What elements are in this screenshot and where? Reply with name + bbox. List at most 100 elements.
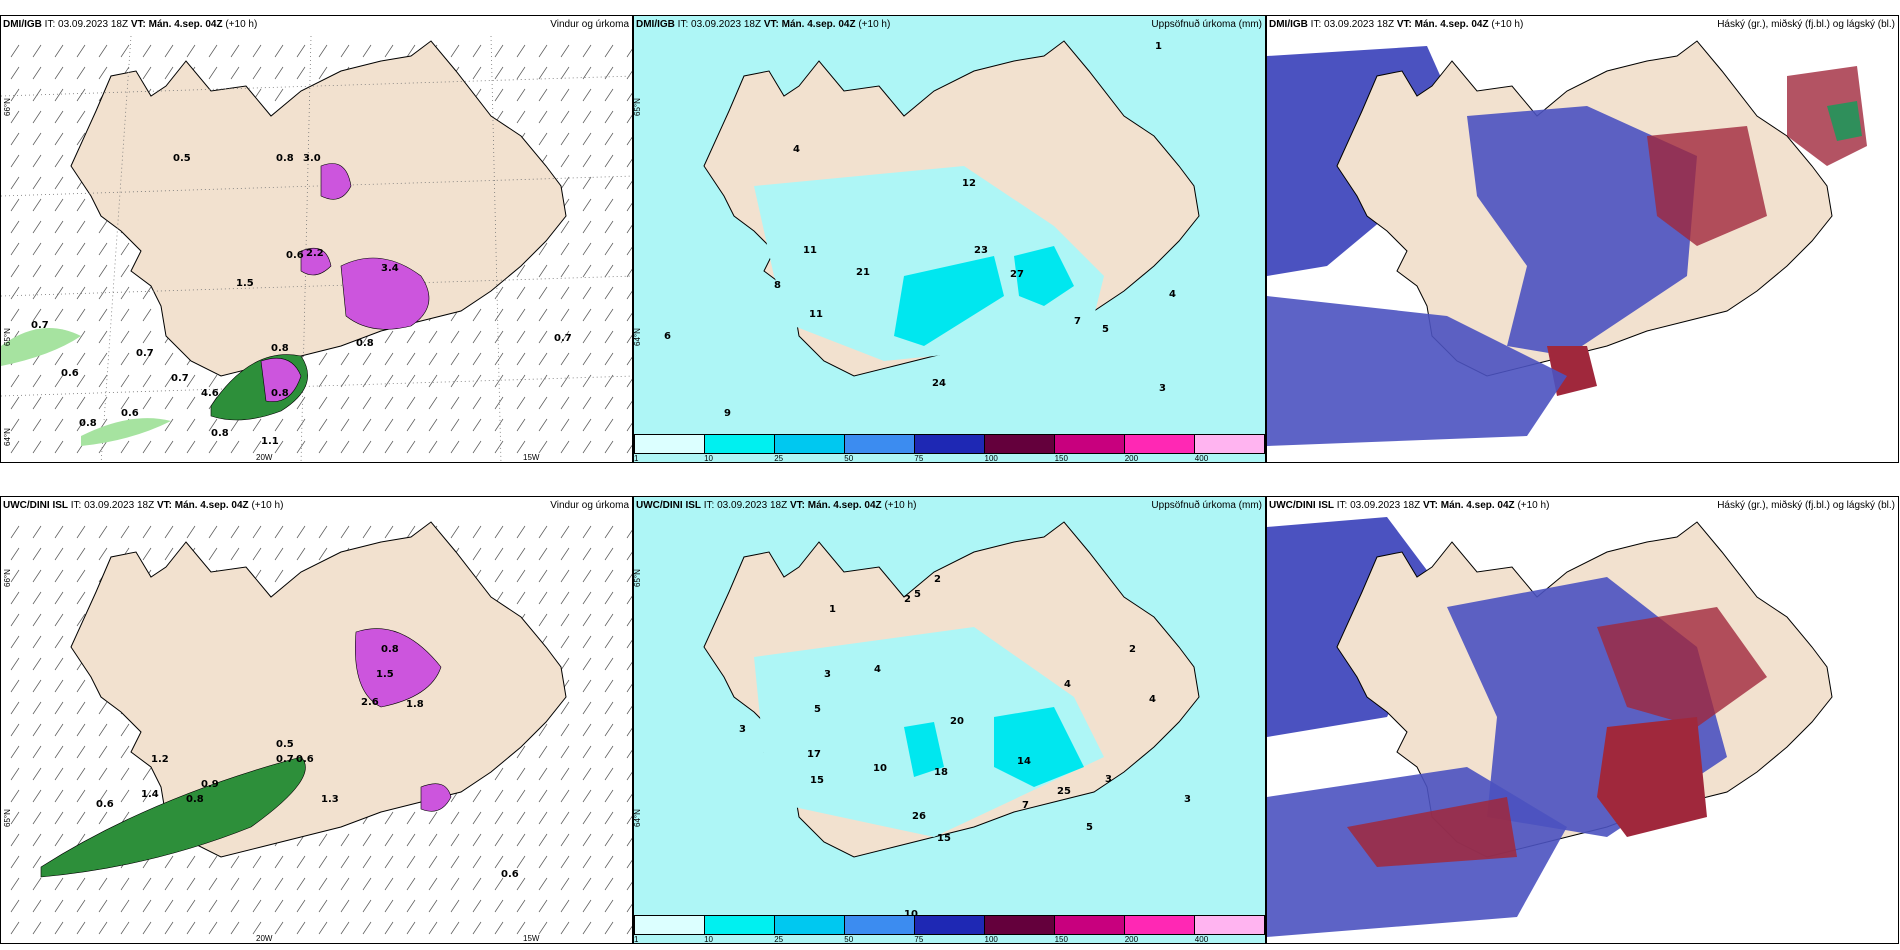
wind-barb bbox=[32, 811, 42, 825]
lat-label: 65°N bbox=[3, 328, 12, 346]
wind-barb bbox=[76, 921, 86, 935]
wind-barb bbox=[10, 132, 20, 146]
wind-barb bbox=[450, 525, 460, 539]
wind-barb bbox=[560, 811, 570, 825]
precip-value-label: 2.2 bbox=[306, 248, 324, 259]
precip-area bbox=[260, 357, 302, 403]
wind-barb bbox=[142, 66, 152, 80]
precip-value-label: 3.0 bbox=[303, 153, 321, 164]
wind-barb bbox=[604, 286, 614, 300]
panel-wind-precip-uwc: UWC/DINI ISL IT: 03.09.2023 18Z VT: Mán.… bbox=[0, 496, 633, 944]
wind-barb bbox=[296, 855, 306, 869]
wind-barb bbox=[32, 242, 42, 256]
wind-barb bbox=[560, 418, 570, 432]
wind-barb bbox=[626, 815, 632, 825]
wind-barb bbox=[538, 921, 548, 935]
wind-barb bbox=[252, 547, 262, 561]
wind-barb bbox=[76, 88, 86, 102]
wind-barb bbox=[98, 899, 108, 913]
accum-precip-map: 221435320171510182615142557107424335 bbox=[634, 497, 1265, 943]
wind-barb bbox=[626, 727, 632, 737]
wind-barb bbox=[318, 921, 328, 935]
wind-barb bbox=[604, 855, 614, 869]
wind-barb bbox=[274, 547, 284, 561]
precip-value-label: 0.6 bbox=[61, 368, 79, 379]
wind-barb bbox=[98, 789, 108, 803]
wind-barb bbox=[494, 569, 504, 583]
precip-value-label: 5 bbox=[914, 589, 921, 600]
wind-barb bbox=[32, 679, 42, 693]
precip-value-label: 1.8 bbox=[406, 699, 424, 710]
precip-value-label: 4.6 bbox=[201, 388, 219, 399]
wind-barb bbox=[626, 92, 632, 102]
precip-value-label: 0.8 bbox=[271, 343, 289, 354]
wind-barb bbox=[560, 877, 570, 891]
wind-barb bbox=[582, 132, 592, 146]
precip-value-label: 3 bbox=[1105, 774, 1112, 785]
wind-barb bbox=[32, 308, 42, 322]
wind-barb bbox=[472, 330, 482, 344]
wind-barb bbox=[10, 635, 20, 649]
wind-barb bbox=[582, 789, 592, 803]
wind-barb bbox=[582, 154, 592, 168]
wind-barb bbox=[582, 569, 592, 583]
precip-area bbox=[340, 257, 430, 330]
wind-barb bbox=[32, 396, 42, 410]
precip-value-label: 0.5 bbox=[173, 153, 191, 164]
wind-barb bbox=[626, 617, 632, 627]
colorbar-swatch bbox=[635, 435, 705, 453]
wind-barb bbox=[76, 198, 86, 212]
precip-area bbox=[420, 783, 452, 812]
wind-barb bbox=[582, 855, 592, 869]
wind-barb bbox=[428, 811, 438, 825]
wind-barb bbox=[252, 66, 262, 80]
wind-barb bbox=[472, 833, 482, 847]
wind-barb bbox=[384, 374, 394, 388]
wind-barb bbox=[252, 525, 262, 539]
wind-barb bbox=[230, 440, 240, 454]
wind-barb bbox=[604, 66, 614, 80]
wind-barb bbox=[164, 547, 174, 561]
wind-barb bbox=[10, 286, 20, 300]
wind-barb bbox=[54, 396, 64, 410]
wind-barb bbox=[98, 264, 108, 278]
wind-barb bbox=[626, 903, 632, 913]
precip-value-label: 3 bbox=[824, 669, 831, 680]
wind-barb bbox=[32, 745, 42, 759]
wind-barb bbox=[164, 921, 174, 935]
wind-barb bbox=[10, 308, 20, 322]
precip-value-label: 0.8 bbox=[276, 153, 294, 164]
wind-barb bbox=[142, 352, 152, 366]
wind-barb bbox=[384, 352, 394, 366]
precip-value-label: 0.7 bbox=[31, 320, 49, 331]
wind-barb bbox=[208, 66, 218, 80]
colorbar-tick-label: 75 bbox=[914, 935, 924, 944]
wind-barb bbox=[252, 877, 262, 891]
wind-barb bbox=[54, 286, 64, 300]
wind-barb bbox=[32, 154, 42, 168]
wind-barb bbox=[626, 334, 632, 344]
graticule-line bbox=[490, 35, 502, 462]
wind-barb bbox=[340, 921, 350, 935]
wind-barb bbox=[560, 569, 570, 583]
wind-barb bbox=[32, 176, 42, 190]
wind-barb bbox=[54, 679, 64, 693]
wind-barb bbox=[142, 877, 152, 891]
lon-label: 20W bbox=[256, 934, 273, 943]
wind-barb bbox=[54, 132, 64, 146]
wind-barb bbox=[252, 921, 262, 935]
precip-value-label: 12 bbox=[962, 178, 976, 189]
colorbar-swatch bbox=[775, 916, 845, 934]
colorbar-swatch bbox=[1125, 916, 1195, 934]
wind-barb bbox=[538, 440, 548, 454]
wind-barb bbox=[450, 44, 460, 58]
wind-barb bbox=[604, 198, 614, 212]
panel-title: Uppsöfnuð úrkoma (mm) bbox=[1151, 19, 1262, 30]
wind-barb bbox=[10, 811, 20, 825]
precip-value-label: 0.6 bbox=[501, 869, 519, 880]
wind-barb bbox=[538, 877, 548, 891]
wind-barb bbox=[604, 308, 614, 322]
wind-barb bbox=[252, 440, 262, 454]
wind-barb bbox=[54, 767, 64, 781]
wind-barb bbox=[120, 877, 130, 891]
